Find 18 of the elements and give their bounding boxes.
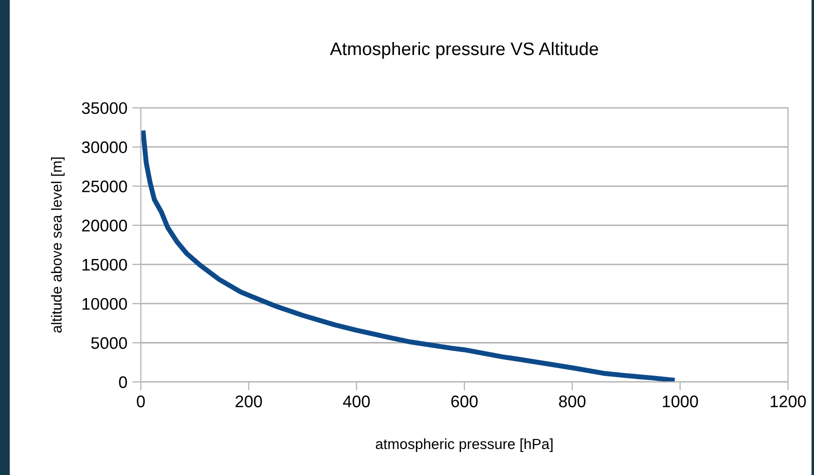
y-tick-label: 10000 [82,298,127,310]
x-tick-label: 0 [136,396,145,408]
y-tick-label: 25000 [82,180,127,192]
chart-title: Atmospheric pressure VS Altitude [330,42,598,59]
y-tick-label: 20000 [82,220,127,232]
y-tick-label: 15000 [82,258,127,271]
x-tick-label: 400 [343,396,370,408]
x-tick-label: 1200 [770,396,806,408]
y-tick-label: 0 [119,376,127,388]
x-tick-label: 800 [559,396,586,408]
y-tick-label: 35000 [82,102,127,114]
x-axis-title: atmospheric pressure [hPa] [376,438,553,452]
x-tick-label: 1000 [662,396,698,408]
y-axis-title: altitude above sea level [m] [51,158,65,333]
y-tick-label: 5000 [91,337,127,349]
x-tick-label: 600 [451,396,478,408]
x-tick-label: 200 [236,396,262,408]
y-tick-label: 30000 [82,141,127,154]
